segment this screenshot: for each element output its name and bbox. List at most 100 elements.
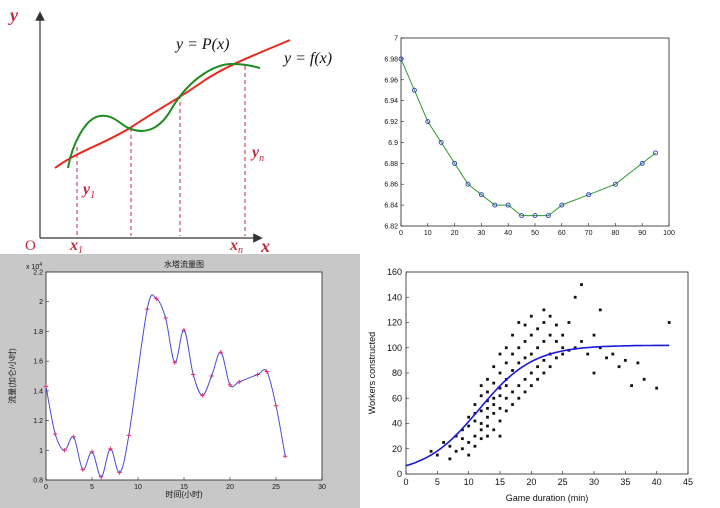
data-point	[486, 399, 489, 403]
data-point	[504, 346, 508, 350]
data-point	[523, 377, 527, 381]
plot-area	[45, 271, 323, 481]
x-tick-label: 100	[663, 230, 675, 237]
y-axis-label: y	[8, 5, 19, 25]
data-point	[517, 321, 521, 324]
data-point	[573, 295, 577, 299]
data-point	[452, 160, 458, 166]
data-point	[542, 371, 546, 375]
data-point	[555, 323, 558, 327]
xn-label: xn	[229, 237, 243, 254]
data-point	[467, 441, 471, 444]
x-tick-label: 5	[90, 484, 94, 491]
y-tick-label: 6.84	[384, 203, 398, 210]
f-curve-label: y = f(x)	[282, 50, 332, 67]
y-tick-label: 160	[387, 267, 402, 277]
data-point	[586, 192, 592, 198]
x-tick-label: 0	[44, 484, 48, 491]
data-point	[561, 333, 565, 337]
data-point	[498, 386, 502, 390]
data-point	[492, 202, 498, 208]
y-tick-label: 6.94	[384, 98, 398, 105]
data-point	[573, 346, 577, 350]
data-point	[580, 283, 583, 287]
data-point	[461, 447, 464, 451]
data-point	[504, 361, 508, 365]
data-point	[532, 213, 538, 219]
data-point	[536, 327, 539, 331]
data-point	[227, 382, 233, 388]
data-point	[498, 394, 502, 398]
data-point	[486, 377, 489, 381]
y-tick-label: 100	[387, 343, 402, 353]
data-point	[467, 424, 471, 428]
x1-label: x1	[69, 237, 83, 254]
data-point	[542, 308, 546, 312]
data-point	[642, 377, 646, 381]
x-tick-label: 0	[403, 477, 408, 487]
data-point	[425, 119, 431, 125]
data-point	[200, 393, 205, 398]
y-tick-label: 6.86	[384, 182, 398, 189]
y-tick-label: 1.6	[33, 359, 43, 366]
data-point	[598, 308, 602, 312]
p-curve	[67, 62, 261, 169]
data-point	[478, 192, 484, 198]
data-point	[479, 422, 483, 425]
fit-scatter-panel: 0 10 20 30 40 50 60 70 80 90 100 6.82 6.84 6.86 6.88 6.…	[360, 0, 720, 254]
data-point	[237, 379, 242, 385]
data-point	[486, 415, 489, 419]
fit-curve	[405, 344, 670, 467]
data-point	[504, 396, 508, 400]
x-tick-label: 60	[558, 230, 566, 237]
x-tick-label: 10	[464, 477, 474, 487]
data-point	[126, 433, 131, 438]
data-point	[580, 340, 583, 343]
data-point	[479, 437, 483, 441]
y-tick-label: 120	[387, 318, 402, 328]
guide-lines	[76, 66, 246, 236]
workers-scatter-svg: Game duration (min) Workers constructed …	[367, 267, 693, 503]
interpolation-diagram-svg: y x O y = P(x) y = f(x) y1 yn x1 xn	[8, 5, 332, 254]
data-point	[529, 371, 533, 375]
plot-frame	[405, 271, 689, 475]
data-point	[273, 403, 279, 408]
data-point	[623, 358, 627, 362]
data-point	[43, 384, 49, 389]
data-point	[498, 406, 502, 410]
data-point	[411, 87, 417, 93]
p-curve-label: y = P(x)	[174, 36, 229, 53]
data-point	[71, 434, 76, 440]
y-tick-label: 6.92	[384, 119, 398, 126]
data-point	[99, 474, 104, 480]
data-point	[429, 449, 433, 453]
x-tick-label: 40	[652, 477, 662, 487]
data-point	[504, 384, 508, 388]
data-point	[498, 434, 502, 438]
x-tick-label: 20	[526, 477, 536, 487]
data-point	[655, 386, 659, 390]
data-point	[283, 454, 288, 459]
water-flow-panel: 水塔流量图 时间(小时) 流量(加仑/小时) x 104 0 5 10 15 20 25 3…	[0, 254, 360, 508]
y-tick-label: 6.88	[384, 161, 398, 168]
y-tick-label: 1.2	[33, 418, 43, 425]
data-point	[486, 406, 489, 410]
water-flow-svg: 水塔流量图 时间(小时) 流量(加仑/小时) x 104 0 5 10 15 20 25 3…	[7, 259, 326, 499]
data-point	[511, 352, 514, 356]
data-point	[559, 202, 565, 208]
f-curve	[54, 39, 291, 169]
data-point	[448, 457, 452, 461]
data-point	[555, 356, 558, 360]
data-point	[542, 321, 546, 324]
x-tick-label: 30	[478, 230, 486, 237]
x-tick-label: 70	[585, 230, 593, 237]
data-point	[479, 428, 483, 432]
y-tick-label: 6.9	[388, 140, 398, 147]
y-tick-label: 0	[397, 469, 402, 479]
data-point	[548, 333, 552, 337]
data-point	[438, 139, 444, 145]
data-point	[598, 346, 602, 350]
x-tick-label: 30	[318, 484, 326, 491]
data-point	[479, 409, 483, 413]
data-point	[181, 327, 187, 333]
